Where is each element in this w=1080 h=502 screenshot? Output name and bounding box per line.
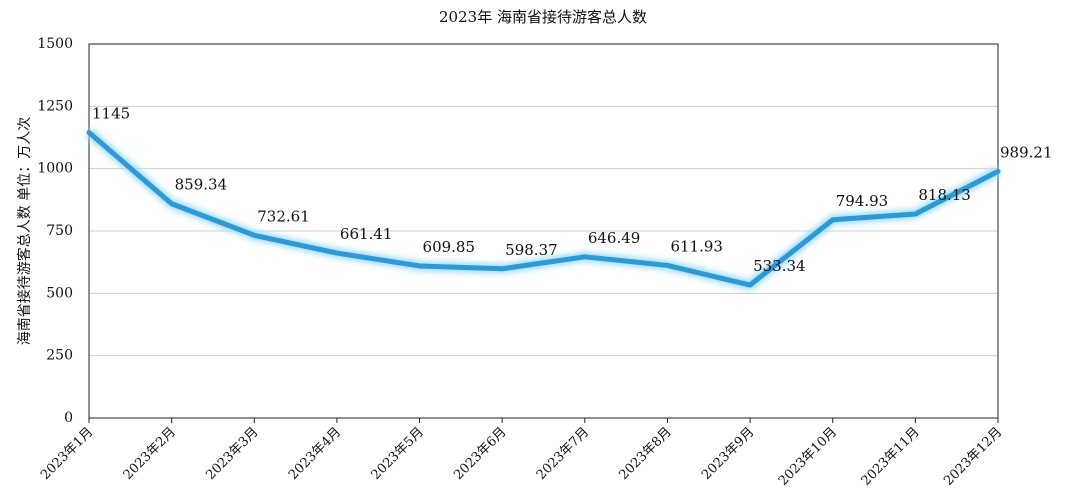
x-tick-label: 2023年10月 bbox=[776, 425, 840, 489]
line bbox=[86, 130, 1001, 288]
data-label: 859.34 bbox=[175, 176, 228, 194]
x-tick-label: 2023年6月 bbox=[451, 425, 509, 483]
y-tick-label: 500 bbox=[46, 285, 73, 301]
data-label: 794.93 bbox=[836, 192, 889, 210]
y-tick-label: 250 bbox=[46, 348, 73, 364]
x-tick-label: 2023年7月 bbox=[534, 425, 592, 483]
y-tick-label: 0 bbox=[64, 410, 73, 426]
data-label: 818.13 bbox=[918, 186, 971, 204]
data-label: 1145 bbox=[92, 105, 130, 123]
plot-frame bbox=[88, 43, 999, 419]
data-label: 611.93 bbox=[670, 237, 723, 255]
y-tick-label: 1000 bbox=[37, 161, 73, 177]
data-label: 598.37 bbox=[505, 241, 558, 259]
y-tick-label: 1250 bbox=[37, 98, 73, 114]
data-label: 732.61 bbox=[257, 207, 310, 225]
y-tick-label: 1500 bbox=[37, 36, 73, 52]
x-tick-label: 2023年11月 bbox=[859, 425, 923, 489]
x-tick-label: 2023年4月 bbox=[286, 425, 344, 483]
x-tick-label: 2023年5月 bbox=[369, 425, 427, 483]
data-label: 533.34 bbox=[753, 257, 806, 275]
x-tick-label: 2023年12月 bbox=[941, 425, 1005, 489]
y-tick-label: 750 bbox=[46, 223, 73, 239]
chart-title: 2023年 海南省接待游客总人数 bbox=[439, 8, 647, 26]
data-label: 661.41 bbox=[340, 225, 393, 243]
data-label: 609.85 bbox=[423, 238, 476, 256]
data-label: 989.21 bbox=[1000, 143, 1053, 161]
x-tick-label: 2023年9月 bbox=[699, 425, 757, 483]
y-axis-label: 海南省接待游客总人数 单位：万人次 bbox=[16, 117, 33, 345]
x-tick-label: 2023年8月 bbox=[617, 425, 675, 483]
x-tick-label: 2023年3月 bbox=[203, 425, 261, 483]
x-tick-label: 2023年1月 bbox=[38, 425, 96, 483]
data-label: 646.49 bbox=[588, 229, 641, 247]
x-tick-label: 2023年2月 bbox=[121, 425, 179, 483]
